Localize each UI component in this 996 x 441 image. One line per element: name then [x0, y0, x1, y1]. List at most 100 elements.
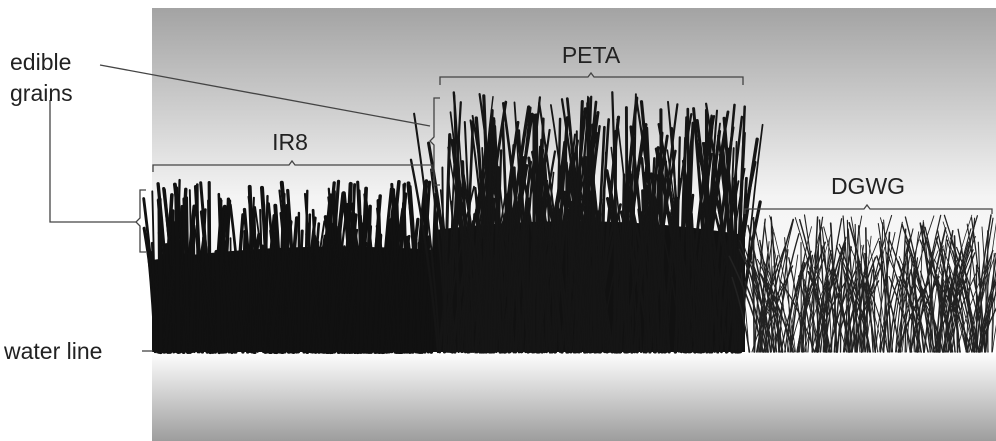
grass-blade	[635, 165, 648, 354]
grass-blade	[756, 259, 793, 353]
grass-blade	[413, 112, 441, 354]
grass-blade	[924, 226, 948, 353]
grass-blade	[803, 214, 821, 353]
grass-blade	[691, 212, 699, 353]
grass-blade	[921, 225, 952, 353]
grass-blade	[593, 195, 606, 353]
grass-blade	[605, 173, 630, 354]
grass-blade	[463, 120, 475, 354]
grass-blade	[623, 178, 631, 353]
grass-blade	[883, 219, 892, 353]
grass-blade	[695, 118, 720, 354]
grass-blade	[945, 241, 970, 353]
grass-blade	[970, 216, 986, 353]
grass-blade	[738, 176, 748, 354]
grass-blade	[337, 231, 345, 354]
grass-blade	[631, 93, 637, 353]
grass-blade	[877, 223, 894, 353]
grass-blade	[885, 251, 920, 353]
grass-blade	[923, 227, 947, 353]
variety-label: DGWG	[831, 173, 905, 199]
grass-blade	[740, 272, 750, 353]
grass-blade	[815, 249, 832, 353]
grass	[142, 91, 996, 355]
grass-blade	[838, 243, 872, 353]
grass-blade	[343, 228, 359, 353]
grass-blade	[487, 197, 496, 354]
grass-blade	[296, 229, 304, 354]
grass-blade	[675, 136, 681, 354]
grass-blade	[427, 141, 457, 354]
grass-blade	[804, 268, 833, 353]
annotation-label: water line	[3, 338, 102, 364]
grass-blade	[909, 275, 940, 353]
grass-blade	[376, 231, 391, 354]
grass-blade	[635, 97, 667, 354]
grass-blade	[917, 278, 944, 353]
grass-blade	[195, 183, 200, 354]
grass-blade	[242, 207, 256, 354]
grass-blade	[499, 193, 520, 353]
grass-blade	[922, 221, 934, 353]
grass-blade	[221, 235, 238, 354]
grass-blade	[355, 222, 363, 354]
grass-blade	[594, 203, 622, 354]
grass-blade	[527, 156, 552, 354]
annotation-label: edible	[10, 49, 71, 75]
grass-blade	[831, 261, 851, 353]
grass-blade	[772, 242, 789, 353]
grass-blade	[177, 193, 188, 353]
grass-blade	[747, 224, 772, 353]
grass-blade	[528, 150, 557, 354]
peta-grain-bracket	[429, 97, 440, 186]
grass-blade	[942, 249, 974, 353]
grass-blade	[779, 279, 815, 353]
grass-blade	[390, 182, 401, 354]
grass-blade	[704, 102, 737, 354]
grass-blade	[174, 186, 181, 355]
grass-blade	[420, 235, 431, 354]
grass-blade	[200, 261, 215, 354]
grass-blade	[835, 245, 871, 353]
grass-blade	[801, 277, 819, 353]
grass-blade	[909, 250, 939, 353]
grass-blade	[898, 266, 918, 353]
grass-blade	[950, 276, 969, 353]
grass-blade	[279, 211, 293, 354]
grass-blade	[774, 233, 800, 353]
grass-blade	[538, 101, 568, 354]
grass-blade	[977, 281, 995, 353]
grass-blade	[661, 113, 693, 354]
grass-blade	[668, 211, 692, 354]
grass-blade	[253, 206, 259, 353]
grass-blade	[689, 152, 713, 353]
grass-blade	[763, 218, 794, 353]
grass-blade	[670, 209, 686, 353]
grass-blade	[591, 123, 597, 354]
ir8-bracket	[152, 159, 433, 172]
grass-blade	[854, 223, 858, 353]
grass-blade	[411, 180, 426, 354]
grass-blade	[796, 257, 825, 353]
grass-blade	[657, 152, 686, 354]
grass-blade	[268, 260, 283, 355]
grass-blade	[686, 107, 691, 354]
grass-blade	[904, 256, 909, 353]
grass-blade	[453, 94, 460, 353]
grass-blade	[757, 243, 787, 353]
grass-blade	[770, 219, 795, 353]
grass-blade	[367, 226, 381, 354]
grass-blade	[442, 133, 452, 354]
grass-blade	[888, 275, 913, 353]
leader-line	[49, 100, 136, 223]
grass-blade	[633, 212, 652, 354]
grass-blade	[830, 259, 841, 353]
grass-blade	[937, 230, 956, 353]
leader-line	[99, 64, 431, 127]
grass-blade	[303, 189, 309, 354]
grass-blade	[409, 158, 440, 354]
grass-blade	[213, 209, 229, 354]
grass-blade	[895, 241, 910, 353]
grass-blade	[460, 220, 475, 354]
